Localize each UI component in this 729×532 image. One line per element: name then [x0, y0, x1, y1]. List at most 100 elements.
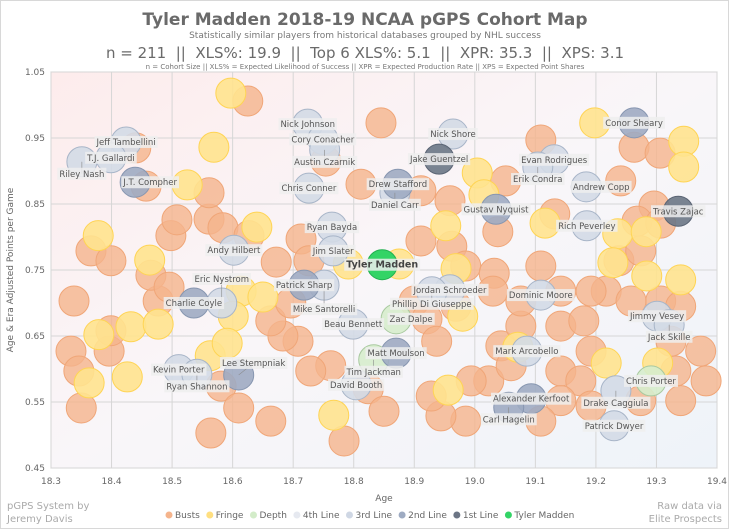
player-label: Zac Dalpe: [390, 315, 433, 325]
bust-point: [690, 365, 722, 397]
legend-item-depth: Depth: [249, 511, 287, 521]
fringe-point: [665, 264, 697, 296]
x-tick-label: 18.3: [41, 477, 61, 487]
credit-right-2: Elite Prospects: [649, 514, 722, 525]
fringe-point: [430, 210, 462, 242]
player-label-background: [192, 273, 252, 285]
legend-item-first: 1st Line: [453, 511, 499, 521]
player-label-background: [85, 151, 137, 164]
legend-marker: [165, 511, 173, 519]
legend-item-bust: Busts: [165, 511, 200, 521]
player-label-background: [389, 297, 474, 310]
player-label: Rich Peverley: [558, 222, 615, 232]
bust-point: [568, 305, 600, 337]
x-tick-label: 18.8: [344, 477, 364, 487]
player-label-background: [121, 176, 180, 189]
player-label-background: [220, 356, 288, 369]
player-label-background: [506, 289, 575, 302]
player-label-background: [304, 221, 360, 234]
legend-marker: [398, 511, 406, 519]
fringe-point: [111, 361, 143, 393]
player-label-background: [164, 380, 230, 393]
player-label: J.T. Compher: [122, 178, 177, 188]
player-label: Tim Jackman: [345, 368, 400, 378]
legend-item-second: 2nd Line: [398, 511, 447, 521]
y-tick-label: 0.85: [25, 200, 45, 210]
y-axis-label: Age & Era Adjusted Points per Game: [6, 187, 16, 352]
player-label: Ryan Bayda: [307, 223, 357, 233]
player-label: Mike Santorelli: [293, 305, 355, 315]
bust-point: [575, 275, 607, 307]
player-label: Jim Slater: [312, 247, 354, 257]
player-label-background: [624, 374, 678, 387]
fringe-point: [83, 319, 115, 351]
player-label-background: [461, 203, 531, 216]
fringe-point: [211, 327, 243, 359]
bust-point: [260, 246, 292, 278]
legend-marker: [249, 511, 257, 519]
player-label: Nick Johnson: [280, 120, 335, 130]
legend-marker: [504, 511, 512, 519]
x-tick-label: 19.3: [646, 477, 666, 487]
bust-point: [368, 395, 400, 427]
x-tick-label: 19.2: [586, 477, 606, 487]
player-label-background: [428, 128, 478, 141]
player-label: Evan Rodrigues: [521, 156, 588, 166]
fringe-point: [668, 151, 700, 183]
x-tick-label: 19.0: [465, 477, 485, 487]
x-tick-label: 18.5: [162, 477, 182, 487]
credit-left-2: Jeremy Davis: [6, 514, 73, 525]
player-label-background: [278, 118, 337, 131]
player-label: Jordan Schroeder: [412, 286, 487, 296]
legend-item-third: 3rd Line: [345, 511, 393, 521]
player-label: Andrew Copp: [573, 183, 630, 193]
fringe-point: [590, 347, 622, 379]
fringe-point: [215, 77, 247, 109]
player-label-background: [279, 182, 339, 195]
player-label: Tyler Madden: [346, 260, 418, 271]
player-label-background: [290, 303, 358, 316]
fringe-point: [134, 244, 166, 276]
player-label: Carl Hagelin: [483, 415, 535, 425]
player-label-background: [411, 283, 489, 296]
chart-subtitle: Statistically similar players from histo…: [189, 31, 541, 41]
player-label: Alexander Kerfoot: [493, 395, 570, 405]
legend-label: 1st Line: [463, 511, 499, 521]
credit-right-1: Raw data via: [657, 501, 722, 512]
player-label-background: [570, 180, 632, 193]
fringe-point: [115, 311, 147, 343]
player-label-background: [490, 392, 572, 405]
x-tick-label: 19.1: [525, 477, 545, 487]
player-label-background: [556, 219, 618, 232]
player-label: Gustav Nyquist: [464, 205, 530, 215]
fringe-point: [198, 131, 230, 163]
x-tick-label: 18.6: [223, 477, 243, 487]
player-label: Chris Porter: [626, 377, 676, 387]
player-label-background: [163, 297, 225, 309]
legend-label: 4th Line: [303, 511, 340, 521]
player-label-background: [603, 116, 665, 129]
player-label-background: [366, 178, 430, 191]
player-label-background: [627, 310, 687, 323]
player-label: Lee Stempniak: [222, 359, 285, 369]
bust-point: [365, 107, 397, 139]
bust-point: [405, 225, 437, 257]
legend: Busts Fringe Depth 4th Line 3rd Line 2nd Line…: [165, 511, 574, 521]
bust-point: [223, 392, 255, 424]
legend-label: Tyler Madden: [513, 511, 574, 521]
fringe-point: [247, 281, 279, 313]
x-tick-label: 19.4: [707, 477, 727, 487]
player-label: Jeff Tambellini: [96, 138, 156, 148]
player-label: Charlie Coyle: [166, 299, 222, 309]
axis-ticks: 18.3 18.4 18.5 18.6 18.7 18.8 18.9 19.0 19.1 19.2…: [25, 68, 727, 487]
player-label: Beau Bennett: [324, 320, 383, 330]
player-label-background: [651, 205, 706, 218]
player-label-background: [582, 419, 646, 432]
legend-item-fringe: Fringe: [206, 511, 244, 521]
player-label: Phillip Di Giuseppe: [392, 300, 472, 310]
fringe-point: [529, 207, 561, 239]
legend-marker: [453, 511, 461, 519]
x-axis-label: Age: [375, 494, 393, 504]
legend-label: 3rd Line: [355, 511, 392, 521]
